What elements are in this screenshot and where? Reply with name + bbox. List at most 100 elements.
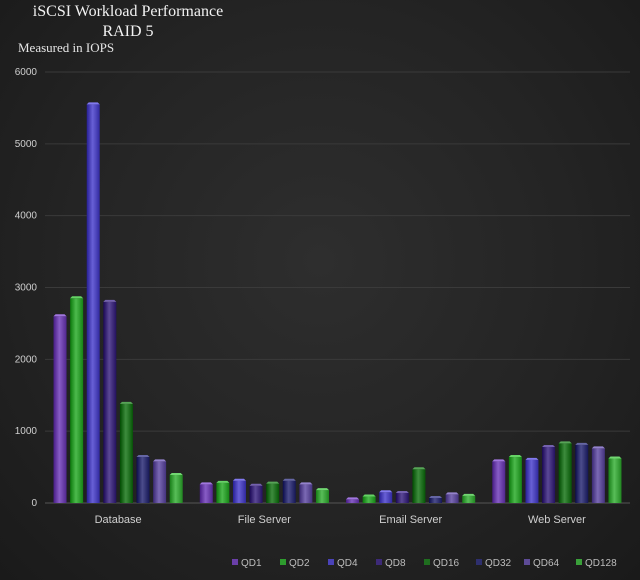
y-tick-label: 1000	[15, 426, 38, 437]
bar-qd2-email-server	[362, 496, 376, 503]
bar-qd128-database	[169, 474, 183, 503]
legend-swatch-qd16	[424, 559, 430, 565]
bar-qd8-web-server	[542, 446, 556, 503]
bar-qd1-email-server	[346, 499, 360, 503]
legend-label-qd16: QD16	[433, 558, 460, 569]
bar-cap	[232, 478, 246, 481]
legend-swatch-qd8	[376, 559, 382, 565]
y-tick-label: 5000	[15, 139, 38, 150]
bar-cap	[315, 488, 329, 491]
bar-qd64-file-server	[299, 484, 313, 503]
bar-cap	[608, 456, 622, 459]
y-tick-label: 6000	[15, 67, 38, 78]
y-tick-label: 3000	[15, 283, 38, 294]
bar-qd2-file-server	[216, 482, 230, 503]
bar-qd128-email-server	[462, 495, 476, 503]
bar-qd4-file-server	[232, 480, 246, 503]
legend-label-qd2: QD2	[289, 558, 310, 569]
bar-qd16-web-server	[558, 443, 572, 503]
legend: QD1 QD2 QD4 QD8 QD16 QD32 QD64 QD128	[232, 558, 617, 569]
bar-cap	[119, 401, 133, 404]
y-tick-label: 0	[31, 498, 37, 509]
bar-qd32-email-server	[429, 497, 443, 503]
bar-cap	[282, 478, 296, 481]
bar-cap	[53, 314, 67, 317]
bar-layer	[53, 102, 622, 503]
bar-cap	[558, 441, 572, 444]
bar-qd64-web-server	[591, 448, 605, 503]
bar-qd4-web-server	[525, 459, 539, 503]
bar-cap	[525, 457, 539, 460]
legend-swatch-qd4	[328, 559, 334, 565]
category-label: Email Server	[379, 514, 442, 526]
bar-qd64-email-server	[445, 494, 459, 503]
chart-title-line-1: iSCSI Workload Performance	[32, 3, 224, 20]
y-tick-label: 2000	[15, 354, 38, 365]
bar-qd32-web-server	[575, 444, 589, 503]
bar-cap	[429, 495, 443, 498]
bar-cap	[169, 472, 183, 475]
bar-cap	[216, 480, 230, 483]
chart-title: iSCSI Workload Performance RAID 5	[18, 2, 238, 42]
bar-cap	[299, 482, 313, 485]
bar-qd2-database	[70, 298, 84, 503]
bar-cap	[153, 459, 167, 462]
bar-cap	[346, 497, 360, 500]
category-labels: Database File Server Email Server Web Serve…	[95, 514, 587, 526]
bar-cap	[575, 442, 589, 445]
bar-cap	[86, 102, 100, 105]
bar-qd1-file-server	[199, 484, 213, 503]
bar-cap	[136, 455, 150, 458]
legend-label-qd8: QD8	[385, 558, 406, 569]
bar-qd8-email-server	[395, 492, 409, 503]
bar-qd2-web-server	[508, 457, 522, 503]
bar-qd64-database	[153, 461, 167, 503]
legend-label-qd128: QD128	[585, 558, 617, 569]
legend-label-qd4: QD4	[337, 558, 358, 569]
legend-swatch-qd2	[280, 559, 286, 565]
bar-cap	[103, 299, 117, 302]
bar-qd32-database	[136, 457, 150, 503]
bar-cap	[445, 492, 459, 495]
bar-cap	[266, 481, 280, 484]
bar-qd16-email-server	[412, 469, 426, 503]
bar-cap	[542, 444, 556, 447]
legend-label-qd64: QD64	[533, 558, 560, 569]
y-tick-label: 4000	[15, 211, 38, 222]
bar-qd1-web-server	[492, 461, 506, 503]
bar-cap	[199, 482, 213, 485]
bar-qd4-database	[86, 104, 100, 503]
bar-qd1-database	[53, 316, 67, 503]
bar-qd8-file-server	[249, 485, 263, 503]
legend-swatch-qd128	[576, 559, 582, 565]
category-label: File Server	[238, 514, 292, 526]
bar-cap	[70, 296, 84, 299]
legend-swatch-qd64	[524, 559, 530, 565]
bar-cap	[492, 459, 506, 462]
legend-swatch-qd1	[232, 559, 238, 565]
bar-qd8-database	[103, 301, 117, 503]
bar-qd128-web-server	[608, 458, 622, 503]
bar-qd128-file-server	[315, 490, 329, 503]
chart-title-line-2: RAID 5	[102, 23, 154, 40]
bar-qd16-file-server	[266, 483, 280, 503]
bar-qd4-email-server	[379, 492, 393, 503]
legend-swatch-qd32	[476, 559, 482, 565]
bar-cap	[591, 446, 605, 449]
category-label: Web Server	[528, 514, 586, 526]
bar-cap	[249, 483, 263, 486]
chart-subtitle: Measured in IOPS	[18, 40, 115, 55]
bar-qd16-database	[119, 403, 133, 503]
bar-cap	[379, 490, 393, 493]
legend-label-qd1: QD1	[241, 558, 262, 569]
category-label: Database	[95, 514, 142, 526]
bar-cap	[508, 455, 522, 458]
bar-cap	[362, 494, 376, 497]
bar-cap	[395, 490, 409, 493]
bar-cap	[412, 467, 426, 470]
legend-label-qd32: QD32	[485, 558, 512, 569]
bar-qd32-file-server	[282, 480, 296, 503]
bar-cap	[462, 493, 476, 496]
